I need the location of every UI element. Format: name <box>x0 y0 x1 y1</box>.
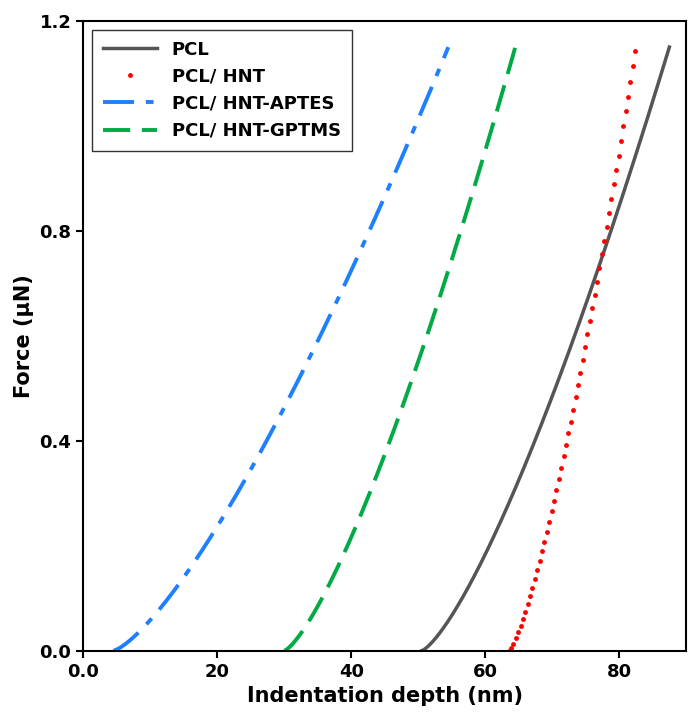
Line: PCL/ HNT-GPTMS: PCL/ HNT-GPTMS <box>284 47 515 651</box>
PCL/ HNT <box>578 356 587 365</box>
PCL/ HNT-GPTMS <box>479 153 487 162</box>
X-axis label: Indentation depth (nm): Indentation depth (nm) <box>246 686 523 706</box>
Legend: PCL, PCL/ HNT, PCL/ HNT-APTES, PCL/ HNT-GPTMS: PCL, PCL/ HNT, PCL/ HNT-APTES, PCL/ HNT-… <box>92 30 351 150</box>
PCL/ HNT-APTES <box>130 632 138 641</box>
PCL <box>575 318 584 327</box>
PCL/ HNT-GPTMS <box>294 632 302 641</box>
PCL <box>606 231 614 240</box>
PCL/ HNT-APTES <box>398 153 406 162</box>
Line: PCL: PCL <box>421 47 669 651</box>
PCL/ HNT <box>582 339 590 348</box>
PCL/ HNT-GPTMS <box>420 339 428 348</box>
PCL <box>417 647 426 655</box>
PCL <box>631 153 639 162</box>
PCL <box>561 356 570 365</box>
PCL <box>665 42 673 51</box>
PCL/ HNT-APTES <box>109 647 118 655</box>
PCL <box>433 632 441 641</box>
Y-axis label: Force (μN): Force (μN) <box>14 274 34 397</box>
PCL/ HNT-APTES <box>444 42 452 51</box>
PCL/ HNT-GPTMS <box>455 231 463 240</box>
PCL/ HNT <box>512 632 521 641</box>
PCL/ HNT <box>585 318 594 327</box>
PCL/ HNT-APTES <box>304 356 312 365</box>
PCL/ HNT-APTES <box>363 231 372 240</box>
PCL/ HNT-GPTMS <box>427 318 435 327</box>
PCL/ HNT <box>601 231 609 240</box>
PCL/ HNT <box>505 647 513 655</box>
PCL <box>568 339 576 348</box>
PCL/ HNT-GPTMS <box>414 356 423 365</box>
PCL/ HNT <box>614 153 622 162</box>
Line: PCL/ HNT: PCL/ HNT <box>506 45 638 653</box>
Line: PCL/ HNT-APTES: PCL/ HNT-APTES <box>113 47 448 651</box>
PCL/ HNT <box>631 42 640 51</box>
PCL/ HNT-GPTMS <box>280 647 288 655</box>
PCL/ HNT-APTES <box>323 318 331 327</box>
PCL/ HNT-GPTMS <box>511 42 519 51</box>
PCL/ HNT-APTES <box>312 339 321 348</box>
